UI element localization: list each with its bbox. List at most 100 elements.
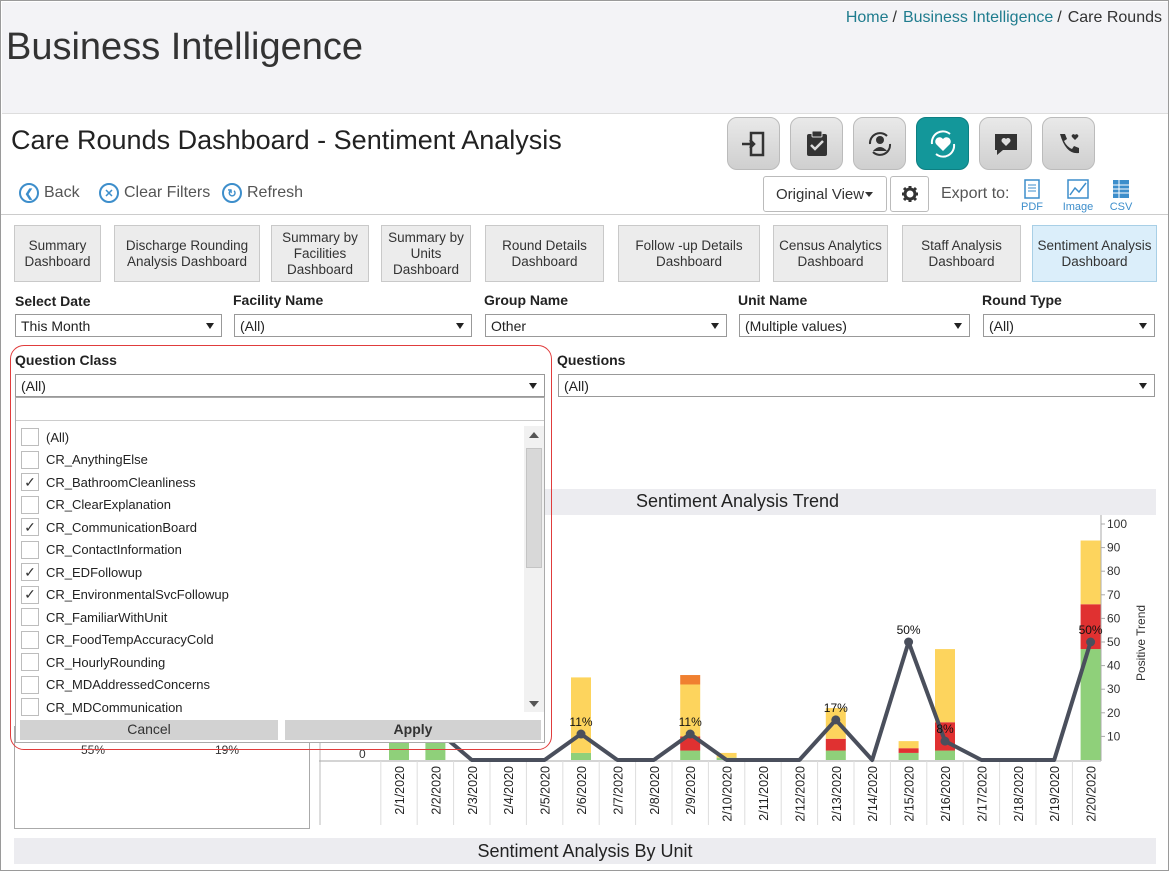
dropdown-option[interactable]: ✓ CR_BathroomCleanliness <box>21 471 196 493</box>
select-date-dropdown[interactable]: This Month <box>15 314 222 337</box>
dropdown-option[interactable]: (All) <box>21 426 69 448</box>
tab-sentiment-analysis[interactable]: Sentiment Analysis Dashboard <box>1032 225 1157 282</box>
x-tick-label: 2/16/2020 <box>939 766 953 822</box>
user-cycle-icon[interactable] <box>853 117 906 170</box>
dropdown-option[interactable]: CR_ClearExplanation <box>21 494 171 516</box>
nav-icon-bar <box>727 117 1095 173</box>
checkbox-empty-icon[interactable] <box>21 450 39 469</box>
option-label: CR_FoodTempAccuracyCold <box>46 632 214 647</box>
back-button[interactable]: ❮ Back <box>19 183 80 203</box>
round-type-dropdown[interactable]: (All) <box>983 314 1155 337</box>
dropdown-option[interactable]: CR_HourlyRounding <box>21 651 165 673</box>
checkbox-empty-icon[interactable] <box>21 630 39 649</box>
chat-heart-icon[interactable] <box>979 117 1032 170</box>
checkbox-empty-icon[interactable] <box>21 540 39 559</box>
settings-button[interactable] <box>890 176 929 212</box>
scroll-down-arrow-icon[interactable] <box>529 701 539 707</box>
x-tick-label: 2/8/2020 <box>648 766 662 815</box>
x-tick-label: 2/20/2020 <box>1085 766 1099 822</box>
tab-summary-facilities[interactable]: Summary by Facilities Dashboard <box>271 225 369 282</box>
group-name-dropdown[interactable]: Other <box>485 314 727 337</box>
x-tick-label: 2/3/2020 <box>466 766 480 815</box>
dropdown-option[interactable]: ✓ CR_CommunicationBoard <box>21 516 197 538</box>
bar-segment <box>1080 649 1101 760</box>
exit-door-icon[interactable] <box>727 117 780 170</box>
checkbox-checked-icon[interactable]: ✓ <box>21 563 39 581</box>
breadcrumb: Home / Business Intelligence / Care Rounds <box>845 9 1162 26</box>
scroll-thumb[interactable] <box>526 448 542 568</box>
option-label: CR_EDFollowup <box>46 564 143 580</box>
bar-segment <box>898 748 919 753</box>
tab-summary-units[interactable]: Summary by Units Dashboard <box>381 225 471 282</box>
checkbox-empty-icon[interactable] <box>21 428 39 446</box>
tab-round-details[interactable]: Round Details Dashboard <box>485 225 604 282</box>
dropdown-option[interactable]: CR_MDAddressedConcerns <box>21 674 210 696</box>
option-label: CR_FamiliarWithUnit <box>46 609 168 625</box>
export-csv-button[interactable]: CSV <box>1101 179 1141 213</box>
bar-segment <box>825 738 846 751</box>
dropdown-option[interactable]: CR_MDCommunication <box>21 696 183 718</box>
y-axis-label: Positive Trend <box>1134 605 1148 681</box>
y-tick-label: 70 <box>1107 588 1121 602</box>
dropdown-option[interactable]: ✓ CR_EnvironmentalSvcFollowup <box>21 584 229 606</box>
export-image-button[interactable]: Image <box>1058 179 1098 213</box>
checkbox-empty-icon[interactable] <box>21 653 39 671</box>
trend-data-label: 8% <box>936 722 954 736</box>
questions-label: Questions <box>557 352 626 368</box>
option-label: (All) <box>46 429 70 445</box>
breadcrumb-current: Care Rounds <box>1067 9 1162 26</box>
caret-down-icon <box>1139 323 1147 329</box>
tab-census-analytics[interactable]: Census Analytics Dashboard <box>773 225 888 282</box>
breadcrumb-section-link[interactable]: Business Intelligence <box>902 9 1054 26</box>
y-tick-label: 10 <box>1107 729 1121 743</box>
refresh-button[interactable]: ↻ Refresh <box>222 183 303 203</box>
clipboard-check-icon[interactable] <box>790 117 843 170</box>
facility-name-dropdown[interactable]: (All) <box>234 314 472 337</box>
heart-cycle-icon[interactable] <box>916 117 969 170</box>
checkbox-checked-icon[interactable]: ✓ <box>21 585 39 604</box>
view-dropdown[interactable]: Original View <box>763 176 887 212</box>
option-label: CR_HourlyRounding <box>46 654 166 670</box>
checkbox-empty-icon[interactable] <box>21 675 39 694</box>
dropdown-search-input[interactable] <box>16 398 544 421</box>
round-type-label: Round Type <box>982 292 1062 308</box>
tab-summary[interactable]: Summary Dashboard <box>14 225 101 282</box>
breadcrumb-home-link[interactable]: Home <box>845 9 889 26</box>
dropdown-option[interactable]: CR_FamiliarWithUnit <box>21 606 167 628</box>
dropdown-option[interactable]: CR_AnythingElse <box>21 449 148 471</box>
checkbox-empty-icon[interactable] <box>21 608 39 626</box>
clear-x-icon: ✕ <box>99 183 119 203</box>
y-tick-label: 100 <box>1107 517 1127 531</box>
checkbox-checked-icon[interactable]: ✓ <box>21 473 39 491</box>
dropdown-scrollbar[interactable] <box>524 426 544 712</box>
clear-filters-button[interactable]: ✕ Clear Filters <box>99 183 210 203</box>
back-arrow-icon: ❮ <box>19 183 39 203</box>
option-label: CR_ContactInformation <box>46 542 182 557</box>
dropdown-option[interactable]: CR_FoodTempAccuracyCold <box>21 629 214 651</box>
tab-discharge-rounding[interactable]: Discharge Rounding Analysis Dashboard <box>114 225 260 282</box>
bar-segment <box>935 750 955 760</box>
questions-dropdown[interactable]: (All) <box>558 374 1155 397</box>
x-tick-label: 2/15/2020 <box>903 766 917 822</box>
x-tick-label: 2/1/2020 <box>393 766 407 815</box>
tab-staff-analysis[interactable]: Staff Analysis Dashboard <box>902 225 1021 282</box>
scroll-up-arrow-icon[interactable] <box>529 432 539 438</box>
trend-line <box>434 640 1093 762</box>
checkbox-empty-icon[interactable] <box>21 698 39 716</box>
apply-button[interactable]: Apply <box>285 720 541 740</box>
checkbox-empty-icon[interactable] <box>21 495 39 514</box>
chevron-down-icon <box>865 192 873 197</box>
question-class-dropdown[interactable]: (All) <box>15 374 545 397</box>
phone-heart-icon[interactable] <box>1042 117 1095 170</box>
y-tick-label: 20 <box>1107 706 1121 720</box>
export-pdf-button[interactable]: PDF <box>1012 179 1052 213</box>
dropdown-option[interactable]: CR_ContactInformation <box>21 539 182 561</box>
cancel-button[interactable]: Cancel <box>20 720 278 740</box>
unit-name-dropdown[interactable]: (Multiple values) <box>739 314 970 337</box>
tab-follow-up-details[interactable]: Follow -up Details Dashboard <box>618 225 760 282</box>
dropdown-option[interactable]: ✓ CR_EDFollowup <box>21 561 142 583</box>
x-tick-label: 2/7/2020 <box>611 766 625 815</box>
highlight-outline <box>10 345 552 750</box>
checkbox-checked-icon[interactable]: ✓ <box>21 518 39 536</box>
toolbar: ❮ Back ✕ Clear Filters ↻ Refresh Original V… <box>1 176 1168 215</box>
